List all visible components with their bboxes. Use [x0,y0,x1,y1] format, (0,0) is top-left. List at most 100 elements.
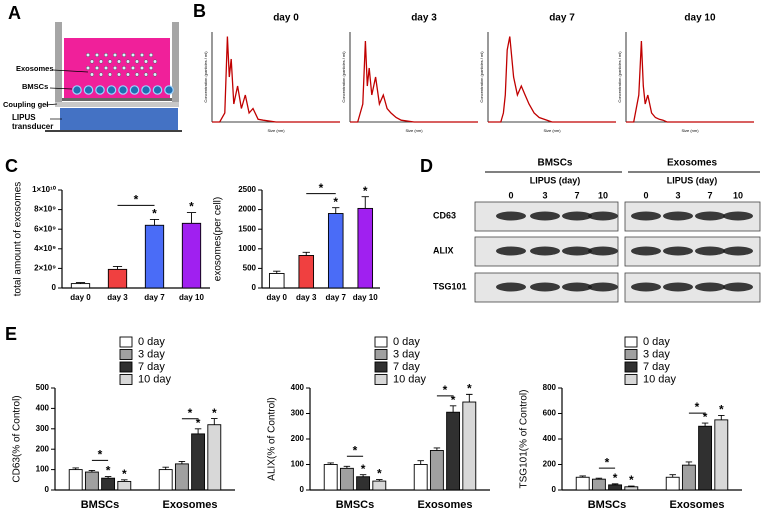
y-tick-label: 0 [552,485,557,494]
lane-label: 3 [542,190,547,200]
y-tick-label: 0 [45,485,50,494]
error-bar [343,465,351,469]
bar [70,283,91,289]
bar [714,419,729,491]
x-tick-label: day 10 [179,293,204,302]
lane-label: 7 [574,190,579,200]
coupling-gel [55,102,179,107]
comparison-label: * [319,181,324,195]
bar [591,478,606,491]
y-tick-label: 600 [543,409,557,418]
y-tick-label: 400 [36,404,50,413]
bar [174,463,189,491]
y-tick-label: 2×10⁹ [34,264,56,273]
legend-swatch [624,349,638,360]
lane-label: 10 [598,190,608,200]
panel-label: E [5,324,17,344]
error-bar [112,265,123,270]
exosome [130,65,135,70]
exosome-dots [85,53,157,77]
x-tick-label: day 10 [353,293,378,302]
band [695,246,725,256]
bar [624,486,639,491]
panel-label: D [420,156,433,176]
bar [84,471,99,491]
transducer [60,108,178,130]
pointer [45,103,58,106]
membrane [62,98,172,101]
exosome [98,72,103,77]
x-axis-label: Size (nm) [267,128,285,133]
bar [191,433,206,491]
exosome [94,53,99,58]
error-bar [72,467,79,470]
band [631,246,661,256]
y-axis-label: Concentration (particles / ml) [341,51,346,103]
error-bar [701,422,709,427]
exosome [112,53,117,58]
error-bar [332,207,340,214]
panel-label: A [8,3,21,23]
bar [144,224,165,289]
legend-swatch [624,361,638,373]
y-axis-label: Concentration (particles / ml) [479,51,484,103]
plot-title: day 3 [411,13,437,24]
exosome [121,65,126,70]
exosome [125,72,130,77]
legend-swatch [374,361,388,373]
bar [357,207,374,289]
bar [608,484,623,491]
error-bar [149,218,160,226]
exosome [148,65,153,70]
bar [117,480,132,491]
legend-label: 10 day [393,373,427,385]
x-axis-label: Size (nm) [543,128,561,133]
y-tick-label: 0 [300,485,305,494]
blot-group: BMSCs [537,158,572,169]
treatment-label: LIPUS (day) [667,175,718,185]
bar [107,268,128,289]
band [631,282,661,292]
legend-label: 10 day [643,373,677,385]
size-distribution [350,40,478,123]
legend-swatch [624,374,638,385]
exosome [103,53,108,58]
error-bar [669,474,676,478]
significance: * [361,462,366,476]
lane-label: 0 [643,190,648,200]
comparison-label: * [188,406,193,420]
protein-label: ALIX [433,245,454,255]
exosome [143,59,148,64]
band [588,246,618,256]
y-tick-label: 300 [291,409,305,418]
band [530,211,560,221]
error-bar [104,476,112,479]
western-blot: 0 0 3 3 7 7 10 10 CD63 ALIX TSG101 [433,190,761,303]
y-axis-label: Concentration (particles / ml) [203,51,208,103]
y-axis-label: exosomes(per cell) [213,197,224,281]
comparison-label: * [134,193,139,207]
legend-label: 7 day [138,361,165,373]
exosome [121,53,126,58]
error-bar [162,466,169,470]
size-distribution [212,36,340,123]
band [631,211,661,221]
y-tick-label: 2500 [238,185,256,194]
y-tick-label: 300 [36,424,50,433]
exosome [152,72,157,77]
error-bar [361,196,369,209]
band [496,246,526,256]
protein-label: CD63 [433,210,456,220]
error-bar [327,462,334,465]
exosome [85,65,90,70]
legend-label: 0 day [393,336,420,348]
diagram-label: LIPUS transducer [12,113,54,131]
cells [72,85,174,95]
cell [141,85,151,95]
exosome [152,59,157,64]
x-tick-label: BMSCs [81,499,120,511]
treatment-label: LIPUS (day) [530,175,581,185]
y-tick-label: 100 [36,465,50,474]
cell [106,85,117,95]
